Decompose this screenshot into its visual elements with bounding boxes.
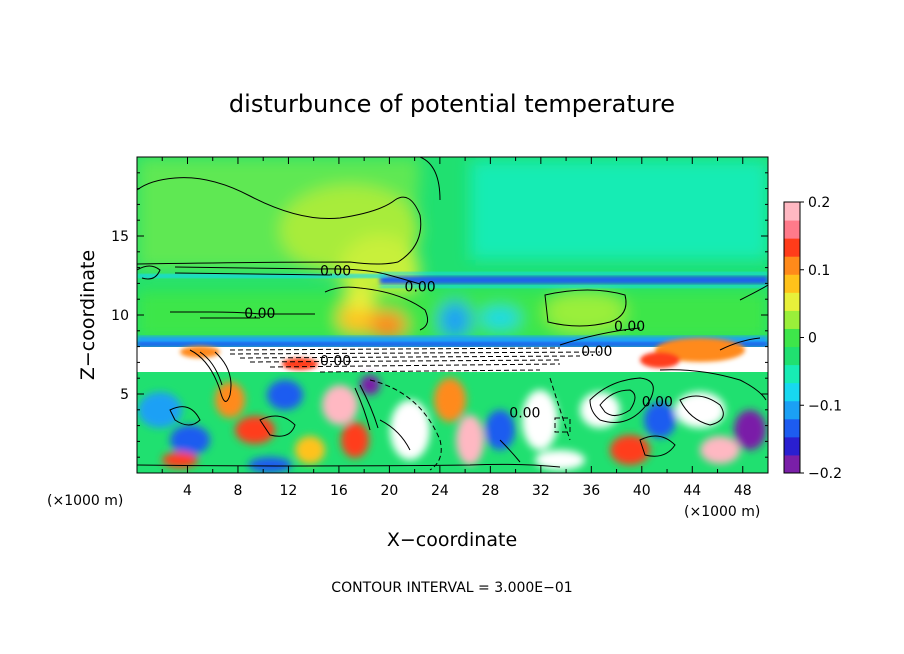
colorbar: 0.2 0.1 0 −0.1 −0.2 <box>783 195 842 482</box>
x-tick-label: 40 <box>633 483 651 499</box>
colorbar-cell <box>784 454 800 474</box>
y-axis-title: Z−coordinate <box>77 250 99 380</box>
colorbar-cell <box>784 238 800 257</box>
colorbar-tick-label: 0 <box>808 331 817 347</box>
colorbar-cell <box>784 328 800 348</box>
contour-interval-text: CONTOUR INTERVAL = 3.000E−01 <box>331 580 572 596</box>
contour-label: 0.00 <box>614 319 645 335</box>
colorbar-cell <box>784 436 800 456</box>
x-tick-label: 32 <box>532 483 550 499</box>
colorbar-tick-label: 0.2 <box>808 195 830 211</box>
contour-lines <box>137 157 768 471</box>
contour-label: 0.00 <box>405 279 436 295</box>
colorbar-tick-label: 0.1 <box>808 263 830 279</box>
colorbar-cell <box>784 382 800 402</box>
x-tick-label: 4 <box>183 483 192 499</box>
x-tick-label: 28 <box>481 483 499 499</box>
chart-title: disturbunce of potential temperature <box>229 90 675 118</box>
contour-label: 0.00 <box>320 264 351 280</box>
colorbar-cell <box>784 256 800 275</box>
x-unit-right: (×1000 m) <box>684 504 760 520</box>
y-tick-label: 10 <box>111 308 129 324</box>
plot-area: 0.000.000.000.000.000.000.000.00 <box>137 157 768 473</box>
x-tick-label: 20 <box>380 483 398 499</box>
contour-label: 0.00 <box>509 406 540 422</box>
y-tick-label: 15 <box>111 229 129 245</box>
y-axis: 5 10 15 <box>111 172 768 458</box>
y-tick-label: 5 <box>120 387 129 403</box>
colorbar-tick-label: −0.1 <box>808 398 842 414</box>
colorbar-cell <box>784 364 800 384</box>
colorbar-cell <box>784 418 800 438</box>
lower-turbulence <box>137 372 768 473</box>
x-tick-label: 12 <box>280 483 298 499</box>
x-tick-label: 48 <box>734 483 752 499</box>
colorbar-cell <box>784 346 800 366</box>
colorbar-cell <box>784 202 800 221</box>
colorbar-ticks: 0.2 0.1 0 −0.1 −0.2 <box>800 195 842 482</box>
colorbar-cell <box>784 274 800 293</box>
contour-label: 0.00 <box>244 306 275 322</box>
colorbar-gradient <box>784 202 800 474</box>
contour-labels: 0.000.000.000.000.000.000.000.00 <box>244 264 673 422</box>
x-axis-title: X−coordinate <box>387 529 517 551</box>
contour-label: 0.00 <box>642 395 673 411</box>
colorbar-tick-label: −0.2 <box>808 466 842 482</box>
contour-label: 0.00 <box>320 354 351 370</box>
colorbar-cell <box>784 400 800 420</box>
x-tick-label: 8 <box>233 483 242 499</box>
x-unit-left: (×1000 m) <box>47 493 123 509</box>
colorbar-cell <box>784 292 800 311</box>
x-tick-label: 36 <box>582 483 600 499</box>
x-tick-label: 24 <box>431 483 449 499</box>
colorbar-cell <box>784 220 800 239</box>
heatmap-field <box>137 157 768 473</box>
colorbar-cell <box>784 310 800 329</box>
x-tick-label: 16 <box>330 483 348 499</box>
x-axis: 4 8 12 16 20 24 28 32 36 40 44 48 <box>161 157 752 499</box>
x-tick-label: 44 <box>683 483 701 499</box>
contour-label: 0.00 <box>581 344 612 360</box>
